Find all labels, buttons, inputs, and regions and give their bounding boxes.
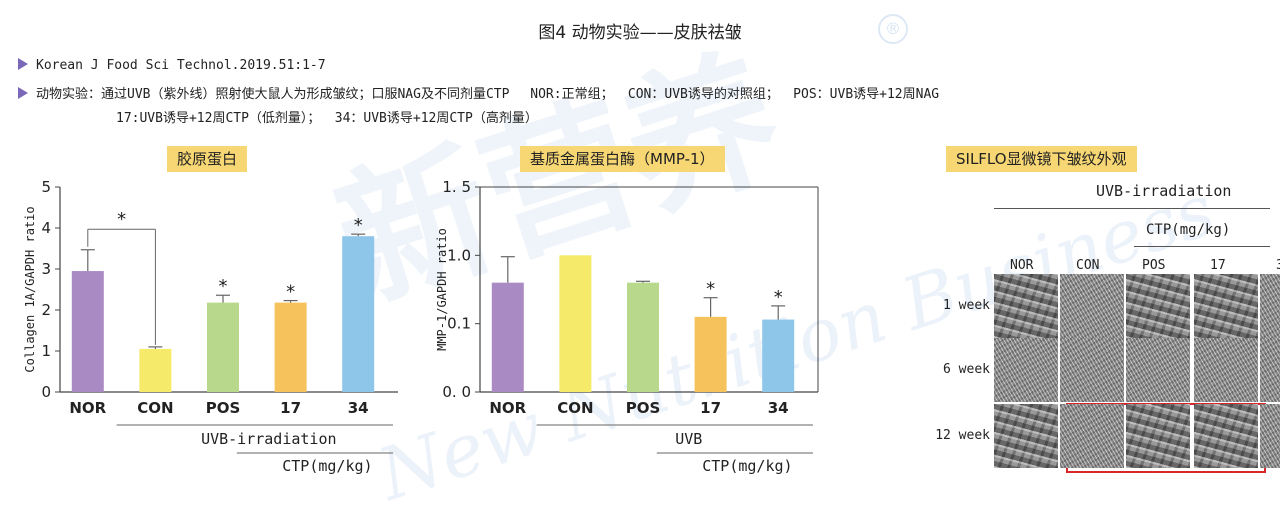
y-tick-label: 0.1 bbox=[447, 315, 471, 333]
ctp-group-label: CTP(mg/kg) bbox=[702, 457, 792, 475]
y-tick-label: 0. 0 bbox=[442, 383, 471, 401]
bar-POS bbox=[627, 282, 659, 392]
skin-micrograph-image bbox=[1194, 404, 1258, 468]
uvb-group-label: UVB bbox=[675, 430, 702, 448]
bar-34 bbox=[762, 319, 795, 392]
skin-micrograph-image bbox=[994, 274, 1058, 338]
bar-17 bbox=[274, 302, 307, 392]
skin-micrograph-image bbox=[994, 404, 1058, 468]
y-axis-label: Collagen 1A/GAPDH ratio bbox=[23, 206, 37, 372]
micrograph-row-label: 12 week bbox=[935, 428, 990, 443]
x-tick-label: POS bbox=[206, 399, 241, 417]
skin-micrograph-image bbox=[1260, 338, 1280, 402]
x-tick-label: 34 bbox=[768, 399, 789, 417]
skin-micrograph-image bbox=[1060, 404, 1124, 468]
x-tick-label: POS bbox=[626, 399, 661, 417]
micrograph-grid: UVB-irradiation CTP(mg/kg) NOR CON POS 17 34… bbox=[935, 180, 1280, 480]
triangle-bullet-icon bbox=[18, 87, 28, 99]
significance-star: * bbox=[354, 215, 363, 236]
uvb-divider bbox=[994, 208, 1270, 209]
skin-micrograph-image bbox=[1260, 274, 1280, 338]
bar-POS bbox=[207, 302, 239, 392]
reference-text: Korean J Food Sci Technol.2019.51:1-7 bbox=[36, 58, 326, 73]
bar-NOR bbox=[71, 271, 104, 392]
x-tick-label: 34 bbox=[348, 399, 369, 417]
micrograph-column-34: 34 bbox=[1276, 258, 1280, 273]
x-tick-label: 17 bbox=[280, 399, 301, 417]
skin-micrograph-image bbox=[1126, 404, 1190, 468]
x-tick-label: CON bbox=[137, 399, 173, 417]
skin-micrograph-image bbox=[1060, 274, 1124, 338]
mmp1-bar-chart: 0. 0 0.1 1.0 1. 5 MMP-1/GAPDH ratio NOR CON POS… bbox=[435, 178, 819, 475]
x-tick-label: NOR bbox=[489, 399, 526, 417]
figure-title: 图4 动物实验——皮肤祛皱 bbox=[538, 23, 742, 43]
skin-micrograph-image bbox=[1194, 338, 1258, 402]
skin-micrograph-image bbox=[1194, 274, 1258, 338]
y-tick-label: 5 bbox=[41, 178, 51, 196]
micrograph-column-17: 17 bbox=[1210, 258, 1226, 273]
mmp-chart-title: 基质金属蛋白酶（MMP-1） bbox=[520, 146, 725, 172]
x-tick-label: CON bbox=[557, 399, 593, 417]
bar-17 bbox=[694, 316, 727, 392]
micrograph-column-CON: CON bbox=[1076, 258, 1100, 273]
significance-star: * bbox=[286, 282, 295, 303]
triangle-bullet-icon bbox=[18, 58, 28, 70]
y-tick-label: 1. 5 bbox=[442, 178, 471, 196]
reference-line: Korean J Food Sci Technol.2019.51:1-7 bbox=[18, 58, 326, 73]
skin-micrograph-image bbox=[1126, 338, 1190, 402]
y-tick-label: 0 bbox=[41, 383, 51, 401]
bracket-star: * bbox=[117, 209, 126, 230]
ctp-group-label: CTP(mg/kg) bbox=[282, 457, 372, 475]
bar-CON bbox=[139, 348, 172, 392]
skin-micrograph-image bbox=[1126, 274, 1190, 338]
bar-CON bbox=[559, 255, 592, 392]
experiment-line-2: 17:UVB诱导+12周CTP（低剂量）； 34：UVB诱导+12周CTP（高剂… bbox=[116, 111, 538, 126]
skin-micrograph-image bbox=[1060, 338, 1124, 402]
x-tick-label: NOR bbox=[69, 399, 106, 417]
skin-micrograph-image bbox=[994, 338, 1058, 402]
uvb-irradiation-header: UVB-irradiation bbox=[1096, 182, 1232, 200]
y-tick-label: 3 bbox=[41, 260, 51, 278]
x-tick-label: 17 bbox=[700, 399, 721, 417]
significance-star: * bbox=[706, 279, 715, 300]
bar-NOR bbox=[491, 282, 524, 392]
experiment-text-1: 动物实验：通过UVB（紫外线）照射使大鼠人为形成皱纹；口服NAG及不同剂量CTP… bbox=[36, 87, 940, 102]
y-tick-label: 1.0 bbox=[447, 246, 471, 264]
significance-star: * bbox=[774, 287, 783, 308]
micrograph-column-POS: POS bbox=[1142, 258, 1166, 273]
y-tick-label: 1 bbox=[41, 342, 51, 360]
micrograph-row-label: 6 week bbox=[943, 362, 990, 377]
micrograph-column-NOR: NOR bbox=[1010, 258, 1034, 273]
collagen-chart-title: 胶原蛋白 bbox=[167, 146, 248, 172]
experiment-line: 动物实验：通过UVB（紫外线）照射使大鼠人为形成皱纹；口服NAG及不同剂量CTP… bbox=[18, 83, 939, 102]
ctp-header: CTP(mg/kg) bbox=[1146, 222, 1231, 238]
y-tick-label: 4 bbox=[41, 219, 51, 237]
bar-34 bbox=[342, 236, 375, 392]
skin-micrograph-image bbox=[1260, 404, 1280, 468]
y-tick-label: 2 bbox=[41, 301, 51, 319]
micrograph-row-label: 1 week bbox=[943, 298, 990, 313]
ctp-divider bbox=[1134, 246, 1270, 247]
micrograph-panel-title: SILFLO显微镜下皱纹外观 bbox=[946, 146, 1137, 172]
watermark-registered-mark: ® bbox=[878, 14, 908, 44]
uvb-group-label: UVB-irradiation bbox=[201, 430, 336, 448]
y-axis-label: MMP-1/GAPDH ratio bbox=[435, 228, 449, 351]
significance-star: * bbox=[219, 276, 228, 297]
